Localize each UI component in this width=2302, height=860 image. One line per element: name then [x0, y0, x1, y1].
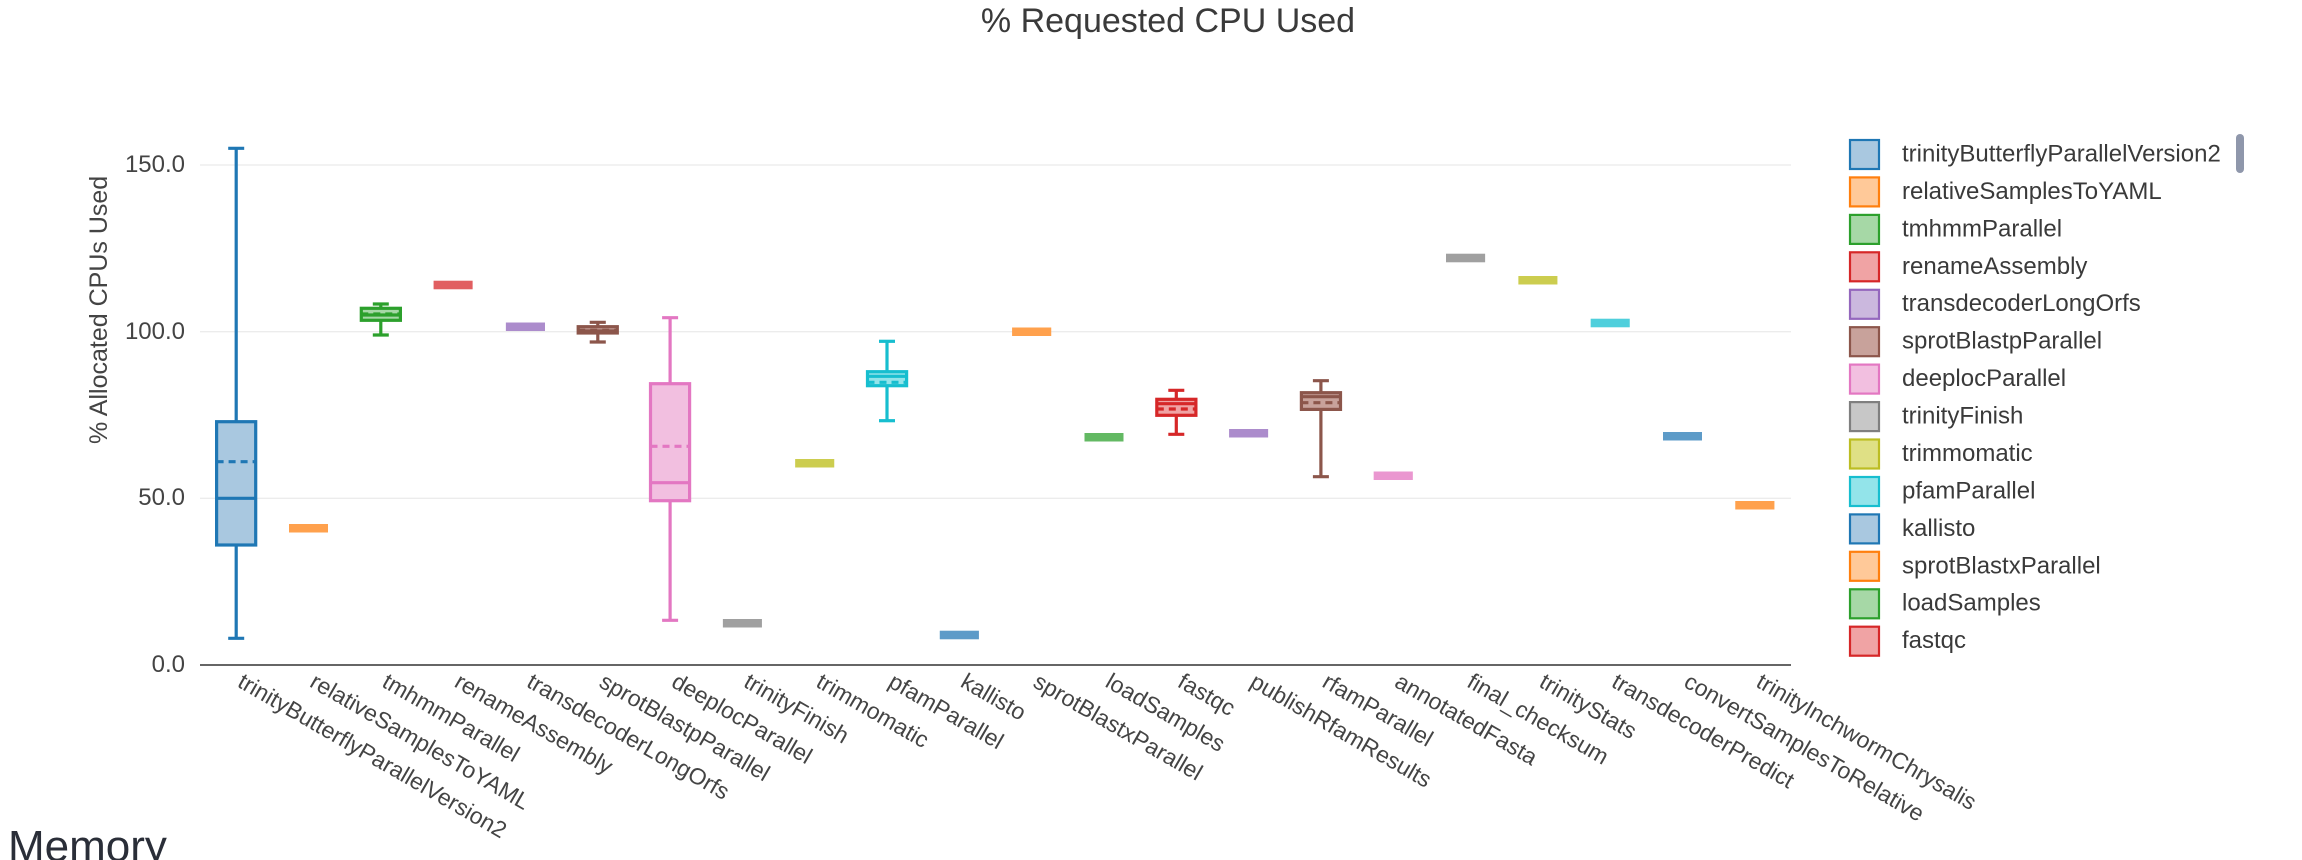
svg-text:trinityButterflyParallelVersio: trinityButterflyParallelVersion2: [1902, 141, 2221, 168]
svg-text:sprotBlastxParallel: sprotBlastxParallel: [1902, 552, 2101, 579]
svg-text:tmhmmParallel: tmhmmParallel: [1902, 215, 2062, 242]
svg-text:fastqc: fastqc: [1902, 627, 1966, 654]
svg-text:kallisto: kallisto: [1902, 515, 1975, 542]
svg-text:renameAssembly: renameAssembly: [1902, 253, 2087, 280]
svg-text:trimmomatic: trimmomatic: [1902, 440, 2033, 467]
svg-text:sprotBlastpParallel: sprotBlastpParallel: [1902, 328, 2102, 355]
svg-text:transdecoderLongOrfs: transdecoderLongOrfs: [1902, 290, 2141, 317]
svg-text:trinityFinish: trinityFinish: [1902, 403, 2023, 430]
svg-text:pfamParallel: pfamParallel: [1902, 477, 2035, 504]
svg-text:deeplocParallel: deeplocParallel: [1902, 365, 2066, 392]
svg-text:relativeSamplesToYAML: relativeSamplesToYAML: [1902, 178, 2162, 205]
svg-text:loadSamples: loadSamples: [1902, 590, 2041, 617]
